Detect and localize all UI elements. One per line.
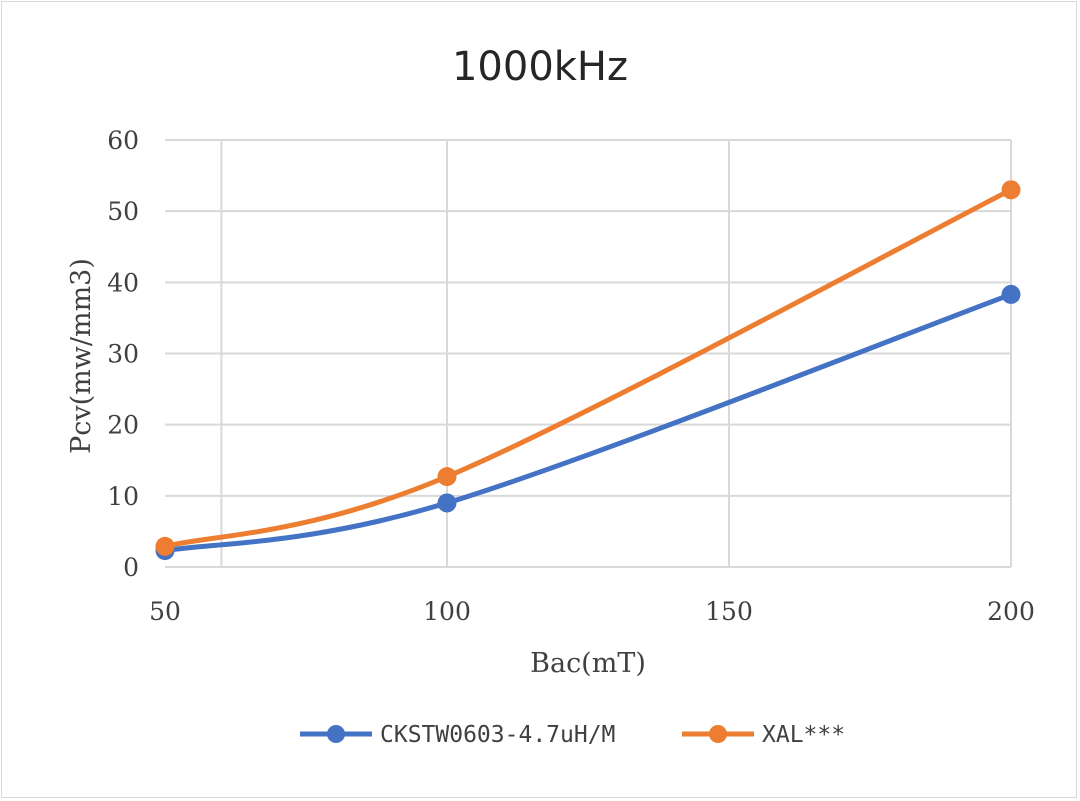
legend-label: CKSTW0603-4.7uH/M (380, 722, 615, 748)
legend-item: CKSTW0603-4.7uH/M (300, 722, 615, 748)
y-tick-label: 60 (107, 126, 139, 155)
chart-title: 1000kHz (452, 44, 628, 90)
y-axis-label: Pcv(mw/mm3) (66, 258, 97, 454)
x-tick-label: 50 (149, 597, 181, 626)
x-tick-label: 100 (423, 597, 471, 626)
y-tick-label: 30 (107, 340, 139, 369)
y-tick-label: 20 (107, 411, 139, 440)
series-2 (155, 180, 1021, 556)
y-tick-label: 0 (123, 553, 139, 582)
y-tick-label: 10 (107, 482, 139, 511)
legend-label: XAL*** (762, 722, 845, 748)
grid-lines (165, 139, 1012, 568)
data-point (155, 536, 175, 556)
x-tick-label: 200 (987, 597, 1035, 626)
data-point (437, 493, 457, 513)
y-tick-label: 50 (107, 197, 139, 226)
x-tick-label: 150 (705, 597, 753, 626)
data-point (1001, 180, 1021, 200)
legend-item: XAL*** (682, 722, 845, 748)
series-group (155, 180, 1021, 561)
y-tick-label: 40 (107, 268, 139, 297)
x-axis-ticks: 50 100 150 200 (149, 597, 1035, 626)
legend-swatch-marker (709, 725, 727, 743)
legend: CKSTW0603-4.7uH/M XAL*** (300, 722, 845, 748)
data-point (437, 467, 457, 487)
series-line (162, 187, 1014, 549)
series-1 (155, 284, 1021, 561)
x-axis-label: Bac(mT) (530, 648, 646, 679)
data-point (1001, 284, 1021, 304)
y-axis-ticks: 0 10 20 30 40 50 60 (107, 126, 139, 582)
legend-swatch-marker (327, 725, 345, 743)
series-line (162, 291, 1014, 554)
